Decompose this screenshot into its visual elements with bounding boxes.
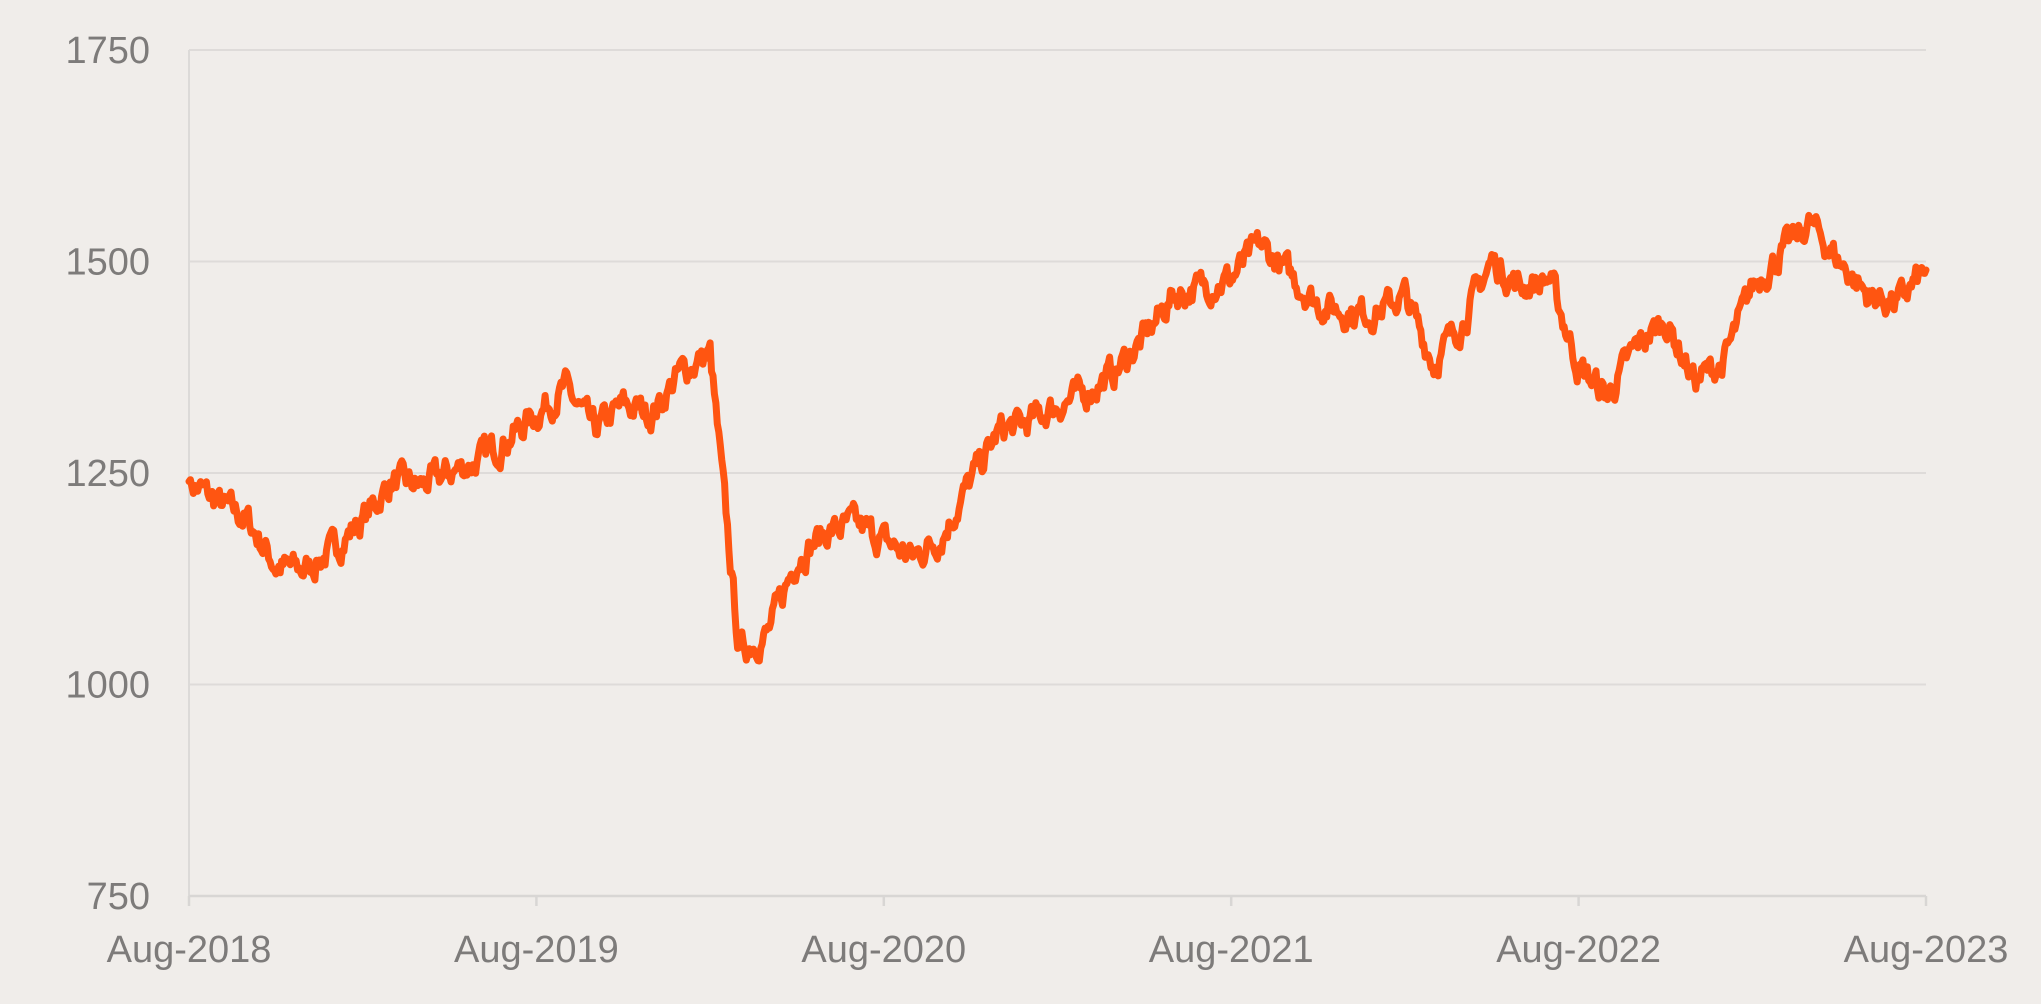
series-line	[185, 211, 1930, 665]
x-tick-label: Aug-2019	[454, 929, 619, 971]
x-tick-label: Aug-2018	[107, 929, 272, 971]
y-tick-label: 1000	[65, 665, 150, 707]
y-axis-ticks: 750 1000 1250 1500 1750	[65, 30, 150, 918]
x-tick-label: Aug-2021	[1149, 929, 1314, 971]
y-tick-label: 1250	[65, 453, 150, 495]
x-tick-label: Aug-2023	[1844, 929, 2009, 971]
y-tick-label: 750	[87, 876, 150, 918]
x-tick-label: Aug-2022	[1496, 929, 1661, 971]
y-tick-label: 1750	[65, 30, 150, 72]
y-tick-label: 1500	[65, 242, 150, 284]
x-axis-ticks: Aug-2018 Aug-2019 Aug-2020 Aug-2021 Aug-2022…	[107, 896, 2009, 971]
x-tick-label: Aug-2020	[801, 929, 966, 971]
gridlines	[189, 49, 1926, 686]
